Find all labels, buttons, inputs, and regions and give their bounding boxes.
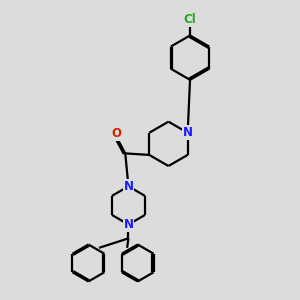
Text: Cl: Cl [184,13,196,26]
Text: O: O [112,127,122,140]
Text: N: N [124,180,134,193]
Text: N: N [124,218,134,231]
Text: N: N [183,126,193,139]
